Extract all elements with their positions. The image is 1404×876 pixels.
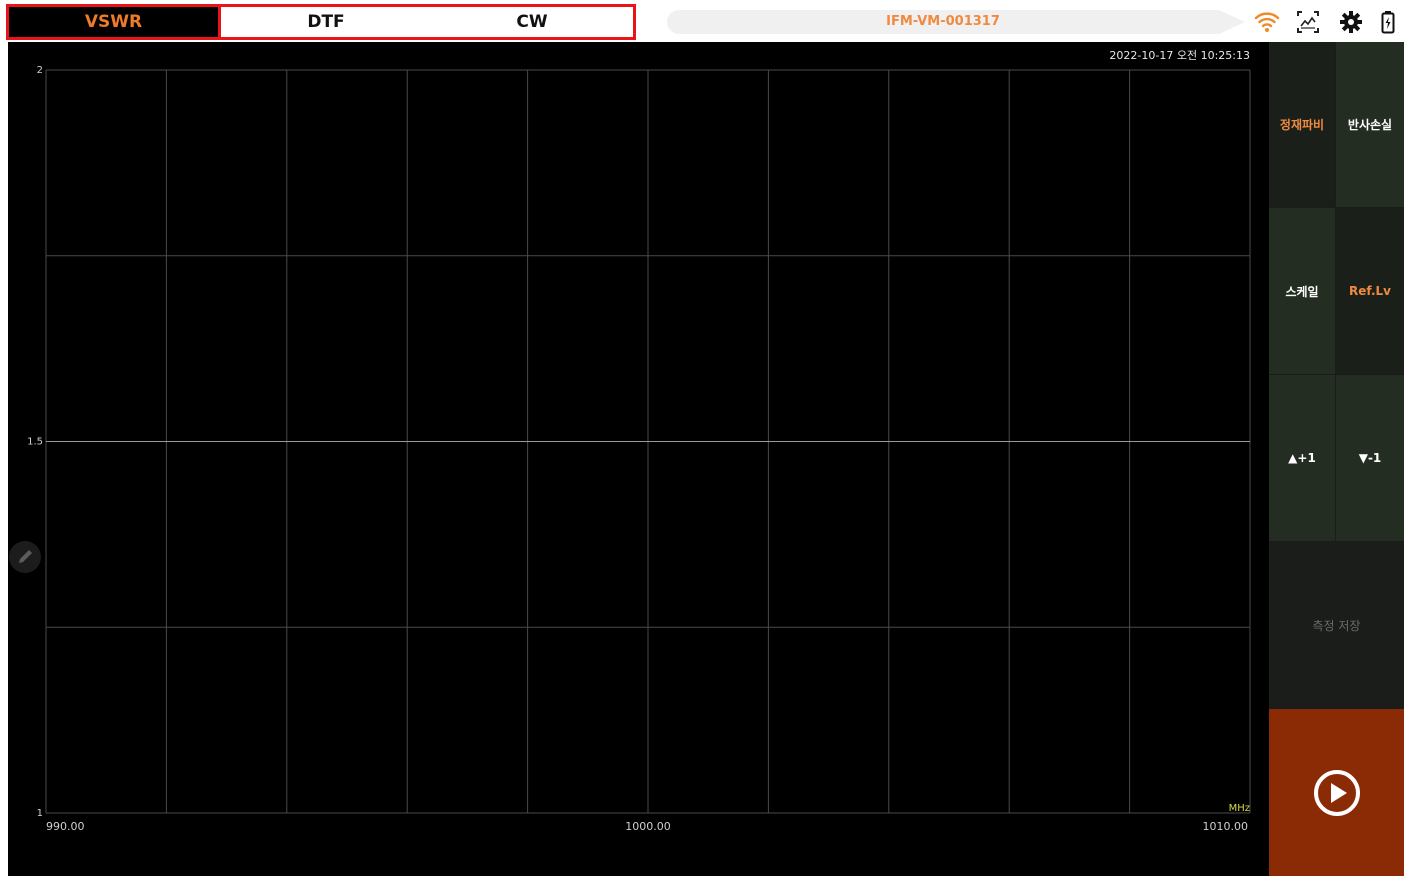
return-loss-button[interactable]: 반사손실 [1336,42,1404,207]
tab-cw[interactable]: CW [516,12,548,32]
chart-area[interactable]: 1 1.5 2 990.00 1000.00 1010.00 MHz 2022-10-17 … [8,42,1269,876]
wifi-icon[interactable] [1254,9,1280,35]
save-measurement-button[interactable]: 측정 저장 [1269,542,1404,708]
x-tick-label: 1000.00 [625,820,671,833]
timestamp: 2022-10-17 오전 10:25:13 [1109,49,1250,62]
decrease-button[interactable]: ▼-1 [1336,375,1404,541]
graph-icon[interactable] [1295,9,1321,35]
ref-level-button[interactable]: Ref.Lv [1336,208,1404,374]
y-tick-label: 1.5 [27,437,43,448]
scale-button[interactable]: 스케일 [1269,208,1335,374]
device-id-badge[interactable]: IFM-VM-001317 [667,10,1219,34]
mode-tabs: VSWR DTF CW [6,4,636,40]
y-tick-label: 2 [37,65,43,76]
x-tick-label: 990.00 [46,820,85,833]
battery-icon [1381,11,1395,34]
tab-dtf[interactable]: DTF [307,12,345,32]
control-panel: 정재파비 반사손실 스케일 Ref.Lv ▲+1 ▼-1 측정 저장 [1269,42,1404,876]
tab-divider [218,7,221,37]
device-badge-arrow [1219,10,1245,34]
pencil-icon [19,550,32,563]
increase-button[interactable]: ▲+1 [1269,375,1335,541]
vswr-mode-button[interactable]: 정재파비 [1269,42,1335,207]
top-bar: VSWR DTF CW IFM-VM-001317 [0,0,1404,42]
tab-vswr[interactable]: VSWR [9,7,218,37]
run-button[interactable] [1269,709,1404,876]
x-axis-unit-label: MHz [1229,803,1250,814]
x-tick-label: 1010.00 [1203,820,1249,833]
edit-button[interactable] [9,541,41,573]
play-icon [1313,769,1360,816]
y-tick-label: 1 [37,808,43,819]
gear-icon[interactable] [1338,9,1364,35]
vswr-chart[interactable]: 1 1.5 2 990.00 1000.00 1010.00 MHz [8,42,1269,876]
